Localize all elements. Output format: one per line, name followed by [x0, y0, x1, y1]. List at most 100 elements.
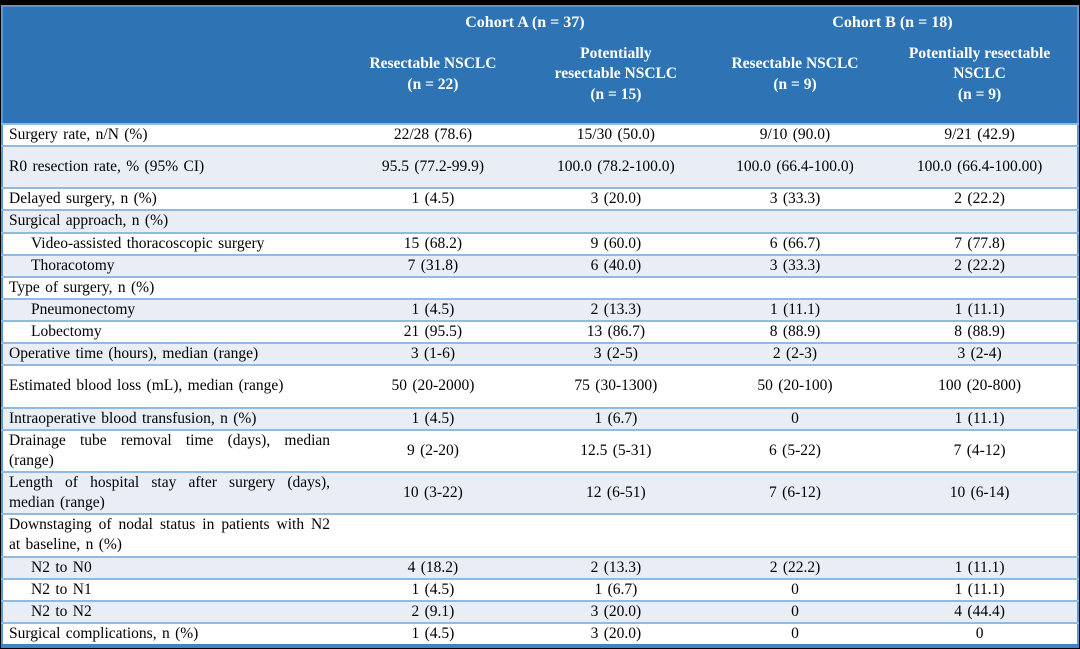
data-cell: 6 (40.0): [523, 253, 708, 277]
data-cell: [707, 209, 883, 233]
data-cell: 1 (4.5): [342, 577, 524, 601]
table-body: Surgery rate, n/N (%) 22/28 (78.6) 15/30…: [2, 122, 1078, 647]
data-cell: 0: [707, 621, 883, 647]
table-row: Video-assisted thoracoscopic surgery 15 …: [2, 231, 1078, 255]
data-cell: 0: [707, 599, 883, 623]
row-label: Thoracotomy: [2, 253, 343, 277]
row-label: N2 to N2: [2, 599, 343, 623]
data-cell: 2 (9.1): [342, 599, 524, 623]
column-title: Potentially resectable NSCLC: [908, 45, 1051, 83]
table-row: Operative time (hours), median (range) 3…: [2, 342, 1078, 366]
data-cell: [523, 209, 708, 233]
data-cell: 1 (4.5): [342, 621, 524, 647]
data-cell: 3 (1-6): [342, 342, 524, 366]
column-title: Resectable NSCLC: [369, 55, 497, 73]
table-row: Intraoperative blood transfusion, n (%) …: [2, 406, 1078, 430]
table-row: Type of surgery, n (%): [2, 275, 1078, 299]
data-cell: 7 (4-12): [882, 428, 1078, 472]
data-cell: 8 (88.9): [882, 320, 1078, 344]
table-row: R0 resection rate, % (95% CI) 95.5 (77.2…: [2, 145, 1078, 189]
table-row: Pneumonectomy 1 (4.5) 2 (13.3) 1 (11.1) …: [2, 297, 1078, 322]
data-cell: 10 (6-14): [882, 470, 1078, 515]
row-label: Surgery rate, n/N (%): [2, 122, 343, 147]
data-cell: 13 (86.7): [523, 320, 708, 344]
data-cell: 15 (68.2): [342, 231, 524, 255]
data-cell: 1 (4.5): [342, 297, 524, 322]
column-header-resectable-a: Resectable NSCLC (n = 22): [342, 36, 524, 124]
row-label: Delayed surgery, n (%): [2, 187, 343, 211]
row-label: Downstaging of nodal status in patients …: [2, 513, 343, 557]
data-cell: 2 (22.2): [882, 187, 1078, 211]
row-label: Intraoperative blood transfusion, n (%): [2, 406, 343, 430]
column-n: (n = 22): [407, 75, 459, 93]
data-cell: 4 (18.2): [342, 555, 524, 579]
data-cell: [882, 209, 1078, 233]
table-frame: Cohort A (n = 37) Cohort B (n = 18) Rese…: [1, 5, 1079, 649]
data-cell: [523, 275, 708, 299]
data-cell: 1 (4.5): [342, 187, 524, 211]
row-label: Pneumonectomy: [2, 297, 343, 322]
table-row: Estimated blood loss (mL), median (range…: [2, 364, 1078, 408]
row-label: Length of hospital stay after surgery (d…: [2, 470, 343, 515]
data-cell: [707, 513, 883, 557]
data-cell: 1 (11.1): [882, 297, 1078, 322]
table-row: Drainage tube removal time (days), media…: [2, 428, 1078, 472]
data-cell: 2 (22.2): [882, 253, 1078, 277]
data-cell: 9 (2-20): [342, 428, 524, 472]
data-cell: 1 (6.7): [523, 406, 708, 430]
data-cell: 12 (6-51): [523, 470, 708, 515]
data-cell: 0: [707, 406, 883, 430]
data-cell: 1 (11.1): [882, 406, 1078, 430]
data-cell: 2 (2-3): [707, 342, 883, 366]
subheader-row: Resectable NSCLC (n = 22) Potentially re…: [2, 36, 1078, 124]
data-cell: 8 (88.9): [707, 320, 883, 344]
column-n: (n = 9): [773, 75, 817, 93]
table-row: N2 to N0 4 (18.2) 2 (13.3) 2 (22.2) 1 (1…: [2, 555, 1078, 579]
data-cell: 3 (33.3): [707, 187, 883, 211]
row-label: Estimated blood loss (mL), median (range…: [2, 364, 343, 408]
data-cell: 3 (20.0): [523, 187, 708, 211]
data-cell: [342, 513, 524, 557]
table-row: N2 to N1 1 (4.5) 1 (6.7) 0 1 (11.1): [2, 577, 1078, 601]
data-cell: 0: [707, 577, 883, 601]
cohort-header-row: Cohort A (n = 37) Cohort B (n = 18): [2, 5, 1078, 36]
data-cell: 7 (6-12): [707, 470, 883, 515]
column-n: (n = 15): [590, 85, 642, 103]
table-row: Downstaging of nodal status in patients …: [2, 513, 1078, 557]
data-cell: 3 (2-5): [523, 342, 708, 366]
header-spacer: [2, 5, 343, 36]
data-cell: 6 (5-22): [707, 428, 883, 472]
row-label: R0 resection rate, % (95% CI): [2, 145, 343, 189]
data-cell: 1 (11.1): [882, 577, 1078, 601]
data-cell: 7 (77.8): [882, 231, 1078, 255]
table-row: N2 to N2 2 (9.1) 3 (20.0) 0 4 (44.4): [2, 599, 1078, 623]
cohort-b-header: Cohort B (n = 18): [707, 5, 1078, 36]
row-label: Lobectomy: [2, 320, 343, 344]
data-cell: [342, 275, 524, 299]
table-row: Thoracotomy 7 (31.8) 6 (40.0) 3 (33.3) 2…: [2, 253, 1078, 277]
data-cell: 1 (11.1): [882, 555, 1078, 579]
data-cell: 10 (3-22): [342, 470, 524, 515]
data-cell: 2 (13.3): [523, 297, 708, 322]
data-cell: [707, 275, 883, 299]
data-cell: 3 (20.0): [523, 599, 708, 623]
column-header-potentially-a: Potentially resectable NSCLC (n = 15): [523, 36, 708, 124]
data-cell: [882, 275, 1078, 299]
column-header-potentially-b: Potentially resectable NSCLC (n = 9): [882, 36, 1078, 124]
row-label: Operative time (hours), median (range): [2, 342, 343, 366]
data-cell: 2 (22.2): [707, 555, 883, 579]
row-label: Type of surgery, n (%): [2, 275, 343, 299]
data-cell: 9/10 (90.0): [707, 122, 883, 147]
column-title: Potentially resectable NSCLC: [554, 45, 678, 83]
data-cell: 3 (20.0): [523, 621, 708, 647]
column-header-resectable-b: Resectable NSCLC (n = 9): [707, 36, 883, 124]
table-row: Length of hospital stay after surgery (d…: [2, 470, 1078, 515]
row-label: Surgical approach, n (%): [2, 209, 343, 233]
column-title: Resectable NSCLC: [731, 55, 859, 73]
table-header: Cohort A (n = 37) Cohort B (n = 18) Rese…: [2, 5, 1078, 124]
row-label: N2 to N0: [2, 555, 343, 579]
data-cell: 100 (20-800): [882, 364, 1078, 408]
data-cell: [882, 513, 1078, 557]
data-cell: 100.0 (78.2-100.0): [523, 145, 708, 189]
row-label: Surgical complications, n (%): [2, 621, 343, 647]
